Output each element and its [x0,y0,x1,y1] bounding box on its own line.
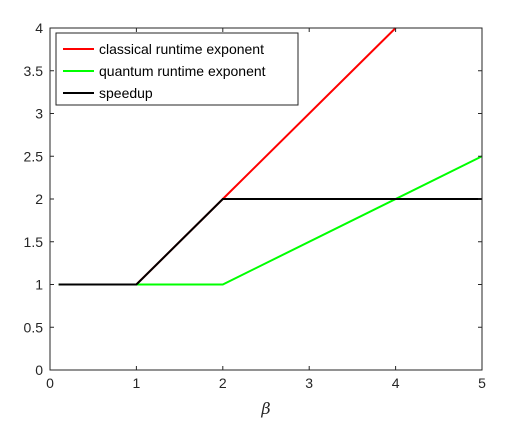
y-tick-label: 4 [35,20,43,36]
legend: classical runtime exponent quantum runtim… [55,32,299,106]
x-tick-label: 5 [478,375,486,391]
x-tick-label: 4 [392,375,400,391]
x-tick-label: 1 [133,375,141,391]
x-tick-label: 0 [46,375,54,391]
y-tick-label: 2 [35,191,43,207]
x-axis-label: β [260,399,270,418]
y-tick-label: 3 [35,106,43,122]
y-tick-label: 1 [35,277,43,293]
y-tick-label: 3.5 [24,63,44,79]
y-tick-label: 1.5 [24,234,44,250]
legend-label: quantum runtime exponent [99,63,266,79]
y-axis-ticks: 0 0.5 1 1.5 2 2.5 3 3.5 4 [24,20,482,378]
legend-label: classical runtime exponent [99,41,264,57]
legend-box [55,32,299,106]
y-tick-label: 0 [35,362,43,378]
legend-label: speedup [99,85,153,101]
series-line-speedup [58,198,482,286]
x-axis-ticks: 0 1 2 3 4 5 [46,28,486,391]
y-tick-label: 2.5 [24,148,44,164]
legend-items: classical runtime exponent quantum runtim… [63,41,266,101]
x-tick-label: 2 [219,375,227,391]
y-tick-label: 0.5 [24,319,44,335]
x-tick-label: 3 [305,375,313,391]
series-layer [58,27,483,286]
